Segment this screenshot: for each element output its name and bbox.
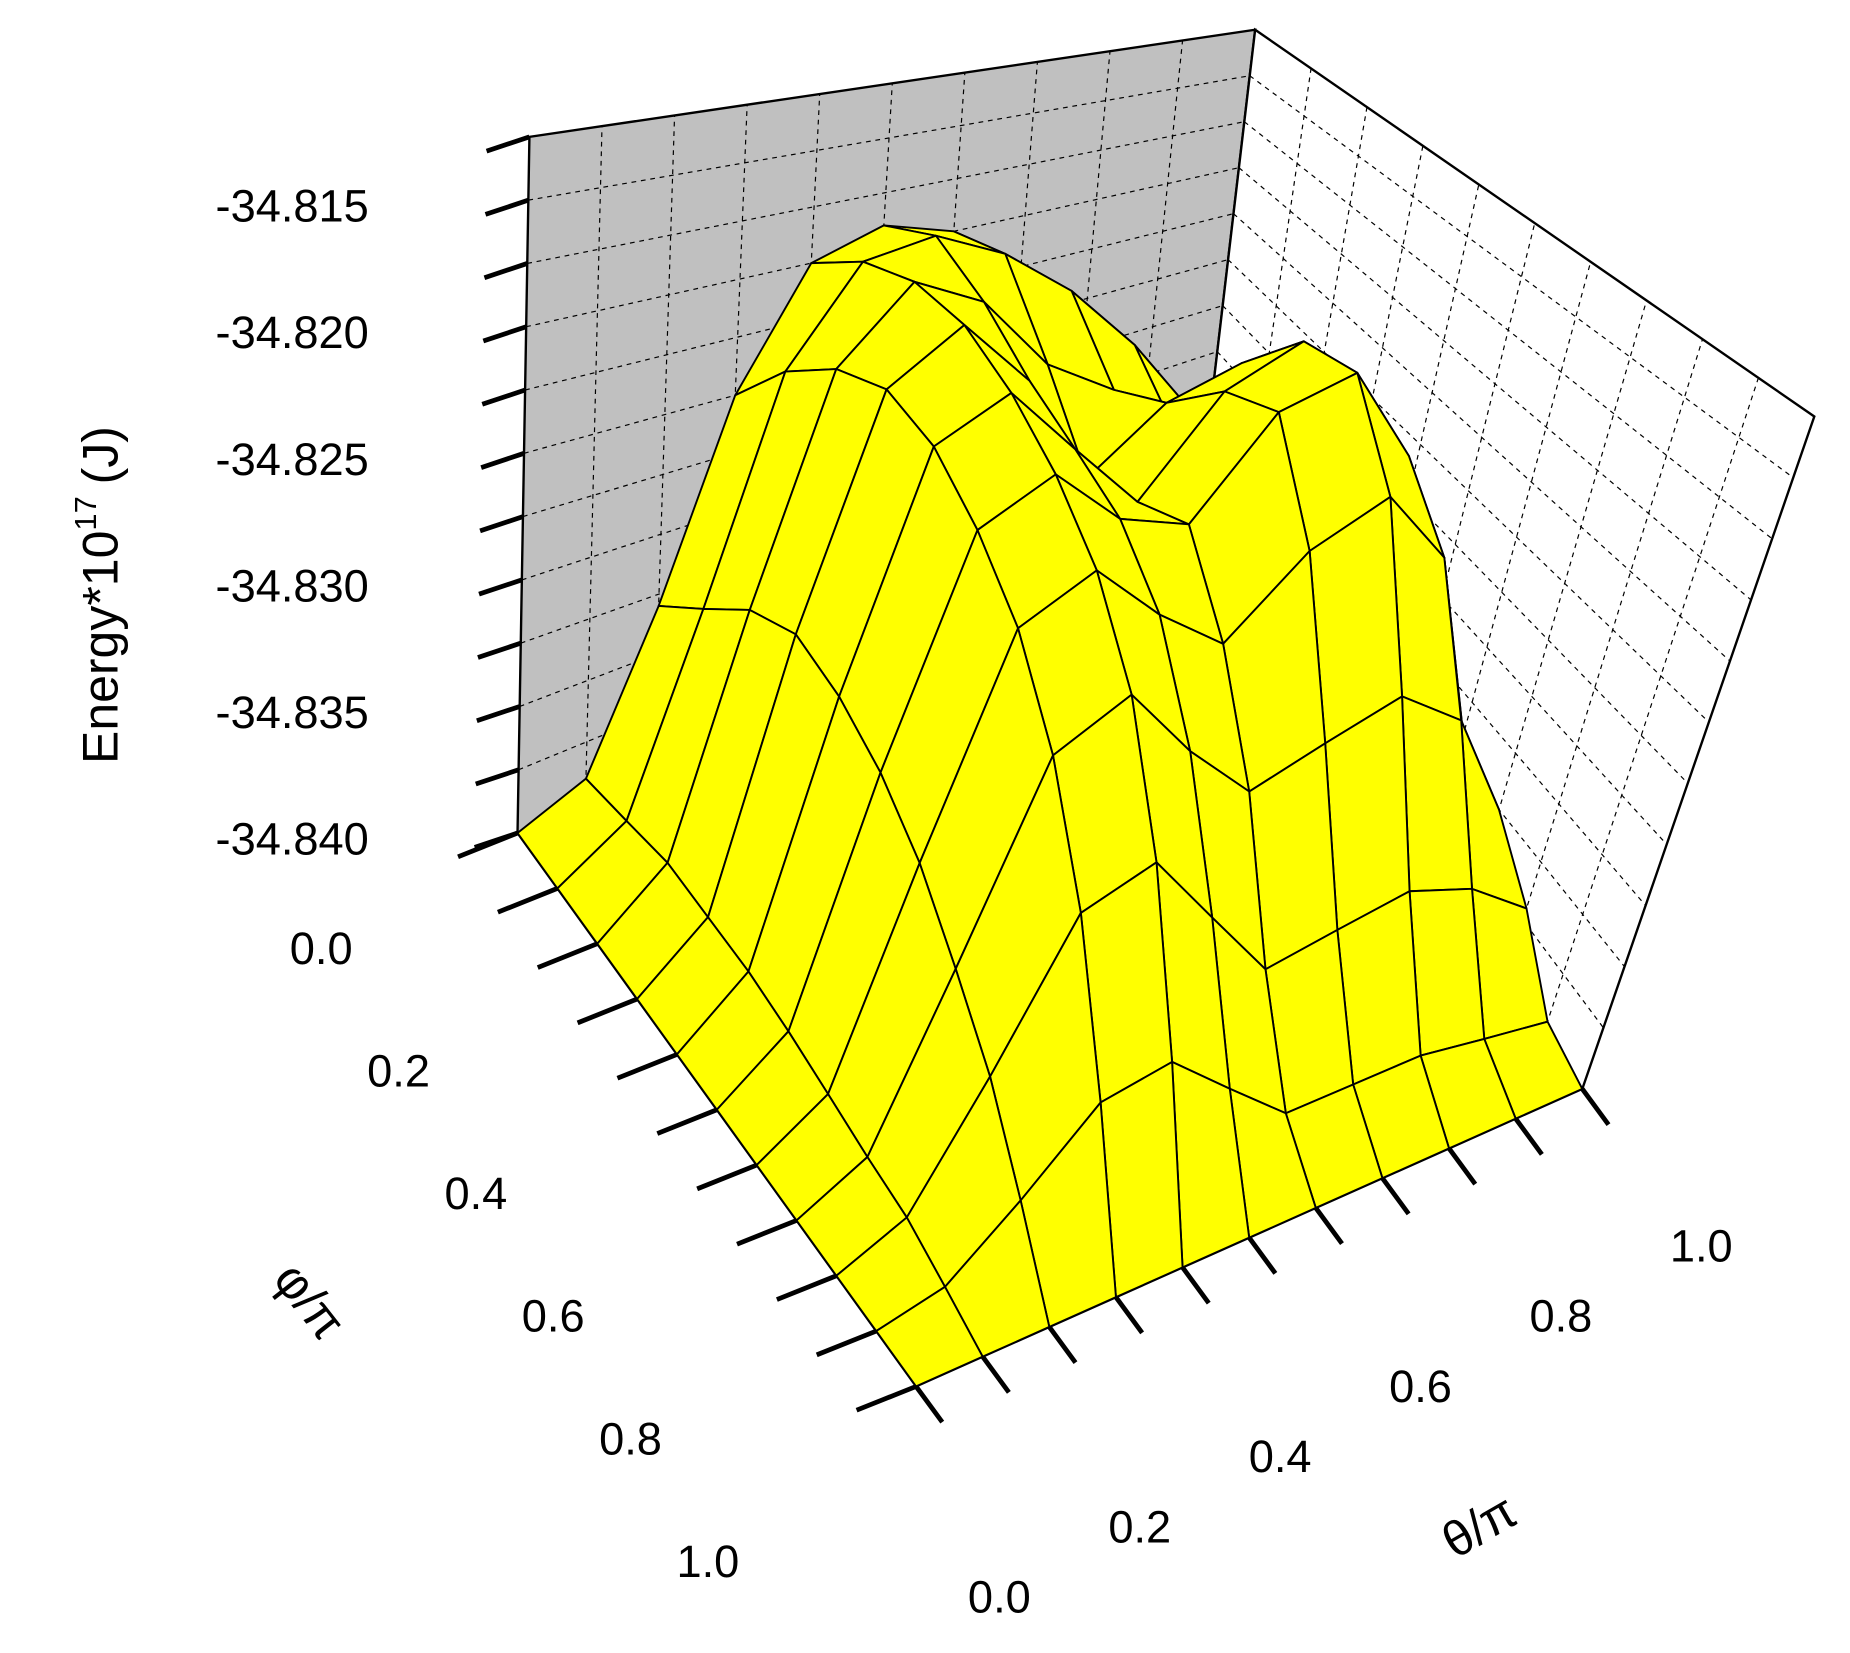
x-tick (1447, 1147, 1478, 1186)
x-tick (1580, 1087, 1611, 1127)
z-tick (484, 197, 530, 217)
y-tick (536, 941, 599, 970)
grid-line (1238, 167, 1752, 601)
z-tick (476, 704, 521, 724)
x-tick-label: 0.0 (968, 1572, 1031, 1623)
y-tick (656, 1107, 718, 1136)
grid-line (528, 75, 1250, 201)
x-tick (1247, 1236, 1278, 1275)
x-tick (1047, 1325, 1078, 1365)
z-axis-label: Energy*1017 (J) (68, 426, 129, 764)
x-tick (1313, 1206, 1344, 1246)
z-tick-label: -34.815 (216, 181, 369, 232)
z-tick (485, 134, 531, 154)
grid-line (1243, 121, 1773, 540)
y-tick (576, 996, 638, 1026)
z-tick (477, 640, 522, 660)
z-tick (480, 451, 525, 470)
z-tick-label: -34.830 (216, 560, 369, 611)
x-tick (1380, 1176, 1411, 1216)
y-tick-label: 0.8 (599, 1413, 662, 1464)
grid-line (788, 93, 821, 715)
z-tick-label: -34.825 (216, 434, 369, 485)
grid-line (1233, 213, 1731, 662)
grid-line (1504, 338, 1704, 979)
z-tick-label: -34.840 (216, 813, 369, 864)
x-tick-label: 0.6 (1389, 1361, 1452, 1412)
x-tick-label: 1.0 (1670, 1221, 1733, 1272)
y-tick (696, 1162, 758, 1192)
z-tick (479, 514, 524, 534)
x-tick (914, 1385, 945, 1424)
x-tick (980, 1355, 1011, 1394)
z-tick-label: -34.835 (216, 687, 369, 738)
surface-cell (1401, 695, 1473, 893)
z-tick (478, 577, 523, 597)
ticks: -34.840 -34.835 -34.830 -34.825 -34.820 -34.8… (216, 134, 1733, 1623)
surface-cell (1408, 887, 1486, 1057)
grid-line (1249, 75, 1794, 479)
surface-cell (875, 1285, 984, 1388)
z-label-exponent: 17 (68, 496, 103, 530)
z-label-unit: (J) (73, 426, 129, 484)
grid-line (1227, 259, 1710, 723)
y-tick (736, 1218, 798, 1247)
z-tick (482, 324, 527, 344)
x-tick-label: 0.4 (1249, 1431, 1312, 1482)
y-tick-label: 0.0 (290, 923, 353, 974)
grid-line (527, 121, 1245, 265)
z-tick (475, 767, 520, 787)
grid-line (529, 29, 1256, 138)
z-label-main: Energy*10 (73, 531, 129, 764)
x-tick-label: 0.2 (1108, 1501, 1171, 1552)
y-tick (855, 1384, 917, 1413)
z-tick (481, 387, 526, 407)
grid-line (1222, 305, 1689, 784)
x-tick (1513, 1117, 1544, 1156)
grid-line (516, 136, 531, 834)
grid-line (991, 61, 1039, 625)
y-tick (497, 886, 559, 915)
x-axis-label: θ/π (1432, 1483, 1526, 1570)
y-tick (775, 1273, 838, 1302)
surface (516, 224, 1584, 1388)
grid-line (1581, 416, 1815, 1090)
y-tick (616, 1052, 678, 1081)
y-tick-label: 1.0 (676, 1536, 739, 1587)
x-tick-label: 0.8 (1529, 1291, 1592, 1342)
y-tick-label: 0.6 (522, 1291, 585, 1342)
grid-line (1388, 222, 1536, 813)
y-tick-label: 0.2 (367, 1046, 430, 1097)
grid-line (584, 126, 603, 804)
y-tick (815, 1328, 878, 1358)
z-tick-label: -34.820 (216, 307, 369, 358)
y-tick (457, 830, 519, 860)
x-tick (1114, 1295, 1145, 1335)
grid-line (1543, 377, 1759, 1034)
y-tick-label: 0.4 (444, 1168, 507, 1219)
x-tick (1180, 1266, 1211, 1305)
z-tick (483, 261, 529, 280)
y-axis-label: φ/π (263, 1252, 357, 1350)
